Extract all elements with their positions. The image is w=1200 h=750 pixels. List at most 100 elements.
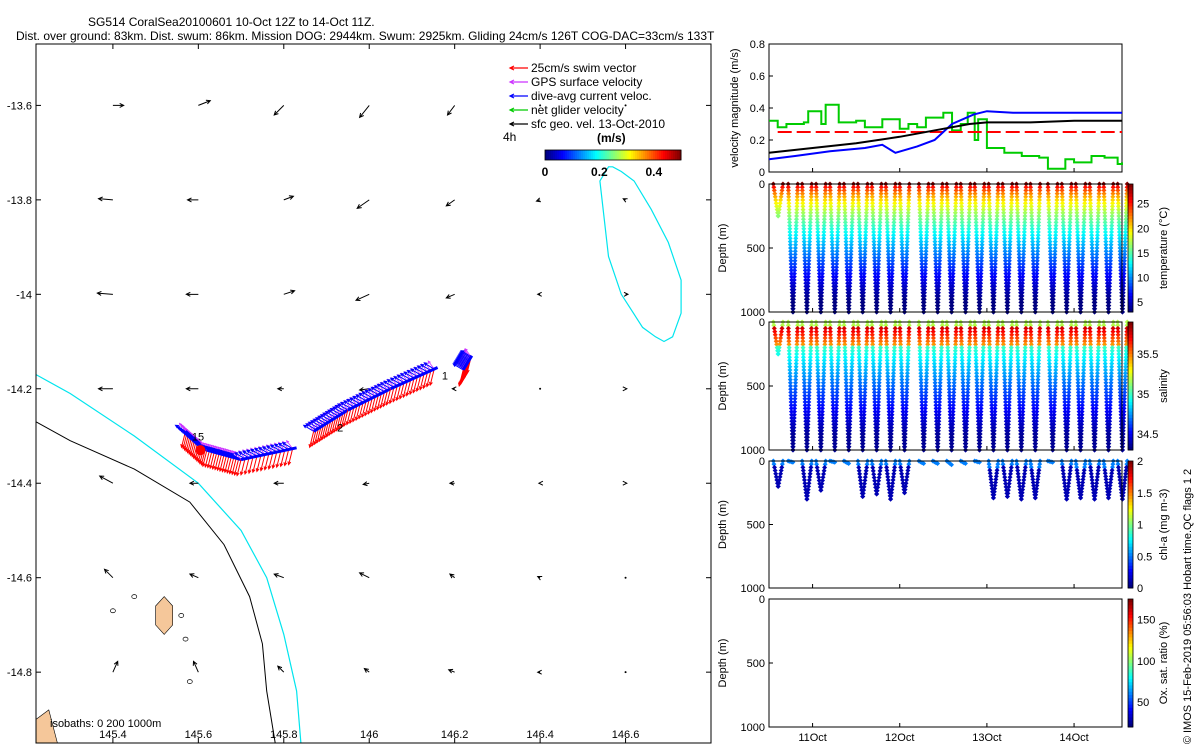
swim-vector: [418, 373, 425, 391]
data-point: [827, 194, 833, 200]
data-point: [786, 210, 792, 216]
data-point: [903, 277, 909, 283]
data-point: [981, 184, 987, 190]
data-point: [964, 264, 970, 270]
data-point: [1029, 216, 1035, 222]
data-point: [806, 264, 812, 270]
data-point: [877, 210, 883, 216]
data-point: [1067, 226, 1073, 232]
land-patch: [155, 596, 173, 635]
data-point: [978, 274, 984, 280]
data-point: [1094, 248, 1100, 254]
science-colorbar-label: salinity: [1158, 369, 1170, 403]
data-point: [778, 335, 784, 341]
data-point: [835, 219, 841, 225]
data-point: [842, 213, 848, 219]
data-point: [905, 207, 911, 213]
data-point: [1002, 242, 1008, 248]
swim-vector: [271, 451, 278, 470]
data-point: [875, 261, 881, 267]
data-point: [925, 194, 931, 200]
data-point: [906, 203, 912, 209]
data-point: [1030, 261, 1036, 267]
data-point: [1076, 258, 1082, 264]
reef-islet: [178, 613, 185, 618]
data-point: [891, 226, 897, 232]
data-point: [793, 235, 799, 241]
data-point: [979, 242, 985, 248]
data-point: [987, 207, 993, 213]
data-point: [1021, 229, 1027, 235]
data-point: [1080, 248, 1086, 254]
data-point: [993, 239, 999, 245]
data-point: [917, 207, 923, 213]
data-point: [952, 213, 958, 219]
data-point: [899, 235, 905, 241]
data-point: [1005, 303, 1011, 309]
data-point: [1028, 194, 1034, 200]
map-y-tick-label: -13.8: [7, 195, 32, 207]
science-colorbar-label: temperature (°C): [1158, 207, 1170, 289]
data-point: [1006, 277, 1012, 283]
data-point: [805, 274, 811, 280]
data-point: [890, 248, 896, 254]
data-point: [815, 232, 821, 238]
data-point: [771, 184, 777, 190]
data-point: [978, 280, 984, 286]
data-point: [878, 197, 884, 203]
data-point: [892, 203, 898, 209]
data-point: [1096, 191, 1102, 197]
science-colorbar-cell: [1128, 187, 1133, 191]
data-point: [904, 245, 910, 251]
data-point: [791, 412, 797, 418]
data-point: [822, 194, 828, 200]
data-point: [1052, 242, 1058, 248]
data-point: [864, 184, 870, 190]
swim-vector: [388, 387, 395, 405]
data-point: [961, 258, 967, 264]
data-point: [905, 210, 911, 216]
data-point: [952, 216, 958, 222]
data-point: [863, 216, 869, 222]
data-point: [1014, 194, 1020, 200]
data-point: [793, 367, 799, 373]
data-point: [806, 248, 812, 254]
data-point: [922, 267, 928, 273]
map-x-tick-label: 146.6: [612, 729, 640, 741]
data-point: [980, 207, 986, 213]
data-point: [800, 348, 806, 354]
legend-colorbar-cell: [641, 150, 644, 160]
data-point: [1104, 267, 1110, 273]
data-point: [1051, 274, 1057, 280]
data-point: [1066, 235, 1072, 241]
data-point: [808, 351, 814, 357]
data-point: [771, 325, 777, 331]
data-point: [841, 191, 847, 197]
data-point: [872, 258, 878, 264]
data-point: [800, 216, 806, 222]
swim-vector: [405, 379, 412, 397]
glider-track-line: [312, 408, 349, 433]
data-point: [1009, 194, 1015, 200]
data-point: [953, 197, 959, 203]
data-point: [834, 264, 840, 270]
data-point: [958, 187, 964, 193]
legend-colorbar-cell: [669, 150, 672, 160]
data-point: [1019, 306, 1025, 312]
data-point: [1034, 258, 1040, 264]
science-colorbar-cell: [1128, 379, 1133, 384]
data-point: [1008, 223, 1014, 229]
data-point: [1107, 280, 1113, 286]
map-x-tick-label: 146: [360, 729, 378, 741]
data-point: [1037, 187, 1043, 193]
data-point: [923, 239, 929, 245]
data-point: [855, 184, 861, 190]
data-point: [814, 207, 820, 213]
swim-vector: [385, 388, 392, 406]
data-point: [1006, 267, 1012, 273]
data-point: [903, 267, 909, 273]
data-point: [1032, 306, 1038, 312]
data-point: [799, 191, 805, 197]
data-point: [856, 200, 862, 206]
